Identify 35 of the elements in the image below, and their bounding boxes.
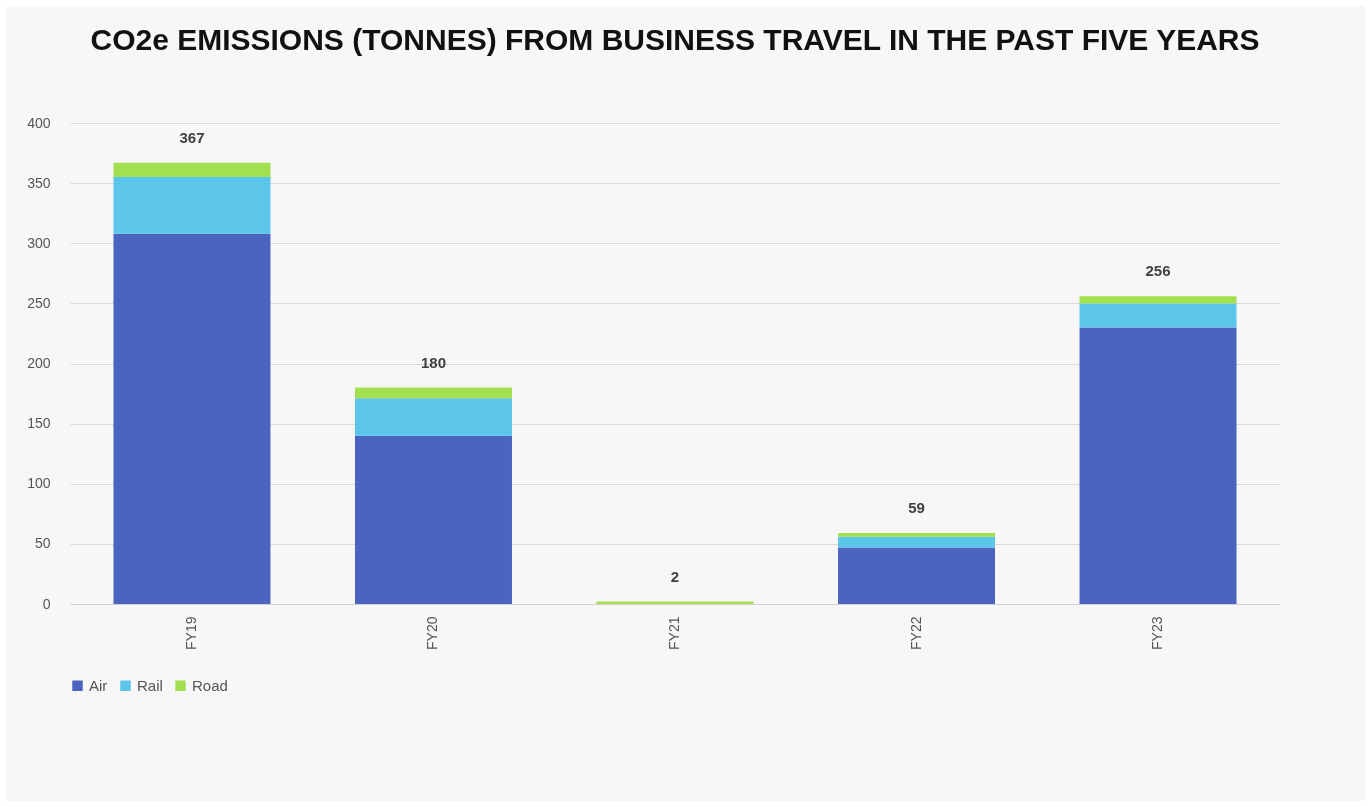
chart-title: CO2e EMISSIONS (TONNES) FROM BUSINESS TRAVEL IN THE PAST FIVE YEARS xyxy=(90,23,1260,56)
bar xyxy=(354,398,512,436)
bar xyxy=(113,233,271,604)
bar xyxy=(1079,327,1237,604)
total-label: 2 xyxy=(670,567,680,585)
legend-label: Road xyxy=(192,676,228,694)
bar xyxy=(354,387,512,399)
bar xyxy=(838,533,996,537)
y-tick-label: 300 xyxy=(27,234,51,251)
total-label: 180 xyxy=(420,353,446,371)
y-tick-label: 100 xyxy=(27,475,51,492)
x-tick-label: FY23 xyxy=(1149,616,1166,650)
bar xyxy=(113,162,271,178)
x-tick-label: FY21 xyxy=(666,616,682,650)
total-label: 367 xyxy=(179,128,205,146)
y-tick-label: 250 xyxy=(27,294,51,311)
y-tick-label: 0 xyxy=(42,595,51,612)
bar xyxy=(838,547,996,604)
bar xyxy=(1079,303,1237,328)
total-label: 256 xyxy=(1145,262,1171,280)
x-tick-label: FY19 xyxy=(182,616,199,650)
y-tick-label: 350 xyxy=(27,174,51,191)
bar xyxy=(113,177,271,234)
legend-label: Rail xyxy=(137,676,163,694)
bar xyxy=(354,435,512,604)
y-tick-label: 150 xyxy=(27,415,51,432)
y-tick-label: 400 xyxy=(27,114,51,131)
y-tick-label: 200 xyxy=(27,355,51,371)
y-tick-label: 50 xyxy=(34,535,51,552)
bar xyxy=(1079,296,1237,304)
x-tick-label: FY20 xyxy=(424,616,441,650)
bar xyxy=(838,536,996,548)
total-label: 59 xyxy=(908,499,925,517)
x-tick-label: FY22 xyxy=(907,616,924,650)
legend-label: Air xyxy=(89,676,108,694)
